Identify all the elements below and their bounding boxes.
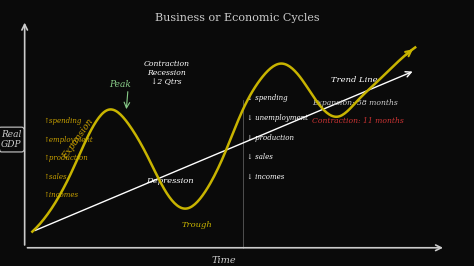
Text: Trough: Trough <box>182 221 212 229</box>
Text: ↓ spending: ↓ spending <box>247 94 287 102</box>
Text: Contraction: 11 months: Contraction: 11 months <box>312 117 403 126</box>
Text: Depression: Depression <box>146 177 194 185</box>
Text: Business or Economic Cycles: Business or Economic Cycles <box>155 13 319 23</box>
Text: ↑sales: ↑sales <box>44 173 67 181</box>
Text: ↑incomes: ↑incomes <box>44 191 79 199</box>
Text: ↑employment: ↑employment <box>44 136 93 144</box>
Text: ↓ sales: ↓ sales <box>247 153 273 161</box>
Text: ↑spending: ↑spending <box>44 117 82 126</box>
Text: Expansion: Expansion <box>61 118 95 161</box>
Text: Real
GDP: Real GDP <box>1 130 21 149</box>
Text: ↓ incomes: ↓ incomes <box>247 173 284 181</box>
Text: ↓ production: ↓ production <box>247 134 294 142</box>
Text: Expansion: 58 months: Expansion: 58 months <box>312 99 398 107</box>
Text: Peak: Peak <box>109 80 131 89</box>
Text: Trend Line: Trend Line <box>331 76 378 84</box>
Text: Contraction
Recession
↓2 Qtrs: Contraction Recession ↓2 Qtrs <box>143 60 189 87</box>
Text: ↑production: ↑production <box>44 154 89 162</box>
Text: ↓ unemployment: ↓ unemployment <box>247 114 308 122</box>
Text: Time: Time <box>211 256 236 265</box>
